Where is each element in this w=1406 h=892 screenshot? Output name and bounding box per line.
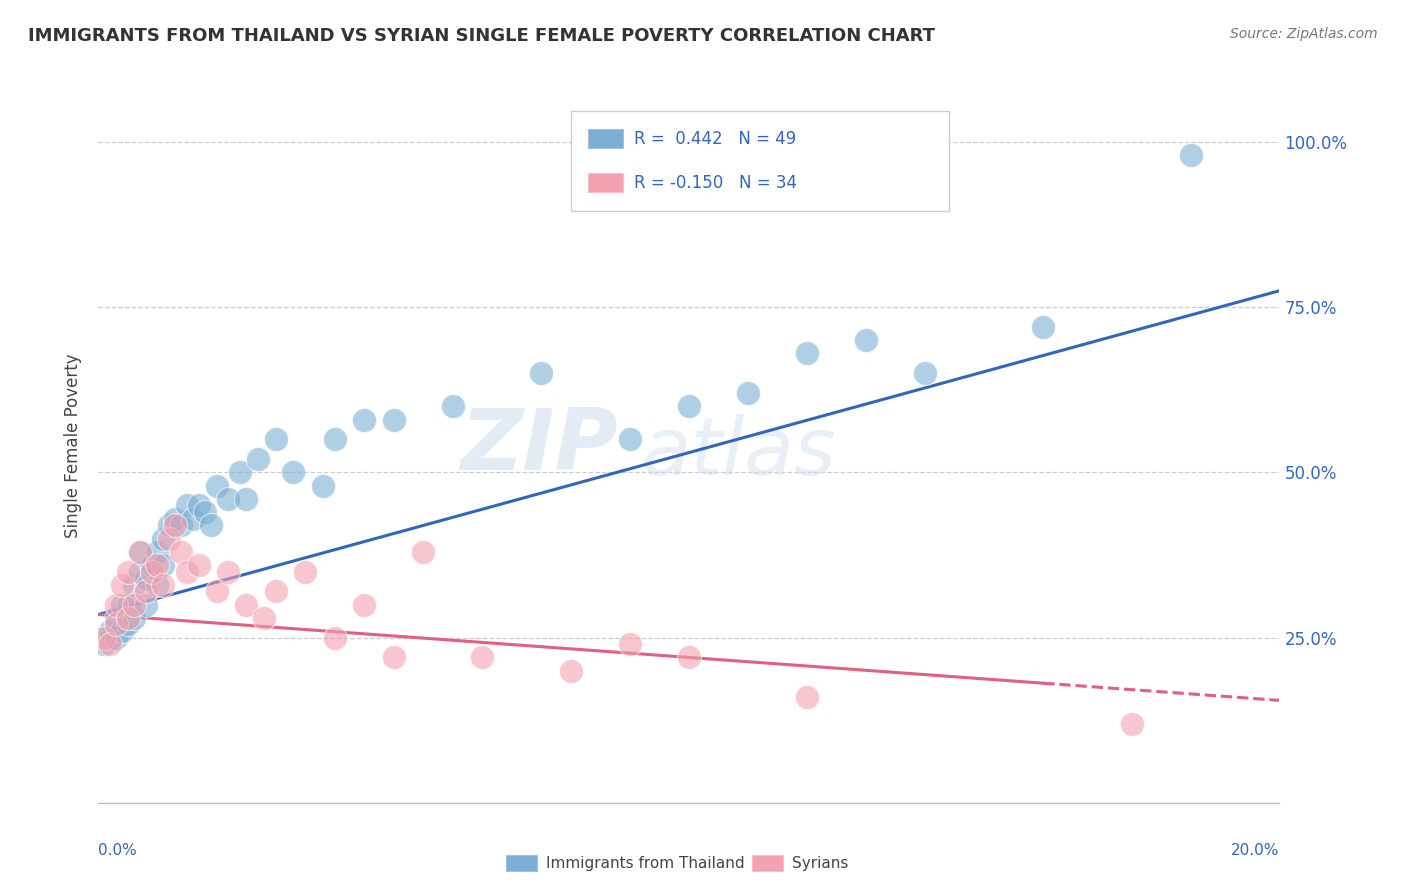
Point [93,631,115,645]
Point [141,558,163,572]
Point [111,598,134,612]
Point [117,598,139,612]
Point [737,386,759,401]
Point [1032,320,1054,334]
Point [176,499,198,513]
Point [146,545,169,559]
Point [170,545,193,559]
Point [323,631,346,645]
Point [323,433,346,447]
Point [855,333,877,347]
Point [135,598,157,612]
Point [117,565,139,579]
Point [796,346,818,360]
Point [619,637,641,651]
Text: atlas: atlas [641,414,837,492]
Point [135,571,157,585]
Point [105,631,128,645]
Point [619,433,641,447]
Point [678,400,700,414]
Point [122,598,145,612]
Point [382,412,405,426]
Point [98,624,121,638]
Point [205,584,228,599]
Text: R =  0.442   N = 49: R = 0.442 N = 49 [634,129,796,147]
Point [382,650,405,665]
Point [412,545,434,559]
Point [194,505,217,519]
Point [187,499,209,513]
Point [200,518,222,533]
Point [141,565,163,579]
Point [530,367,553,381]
Text: Source: ZipAtlas.com: Source: ZipAtlas.com [1230,27,1378,41]
Point [294,565,316,579]
Point [146,578,169,592]
Point [796,690,818,704]
Text: IMMIGRANTS FROM THAILAND VS SYRIAN SINGLE FEMALE POVERTY CORRELATION CHART: IMMIGRANTS FROM THAILAND VS SYRIAN SINGL… [28,27,935,45]
Point [205,478,228,492]
Point [105,611,128,625]
Point [122,578,145,592]
Point [176,565,198,579]
Text: Immigrants from Thailand: Immigrants from Thailand [546,856,744,871]
Point [98,631,121,645]
Point [98,637,121,651]
Point [128,565,150,579]
Point [128,545,150,559]
Point [229,466,252,480]
Text: ZIP: ZIP [460,404,619,488]
Point [105,598,128,612]
Point [157,532,180,546]
Point [117,617,139,632]
Point [187,558,209,572]
Point [105,617,128,632]
Y-axis label: Single Female Poverty: Single Female Poverty [65,354,83,538]
Point [165,511,187,525]
Point [217,565,239,579]
Point [283,466,305,480]
Point [117,611,139,625]
Text: Syrians: Syrians [792,856,848,871]
Point [312,478,335,492]
Point [217,491,239,506]
Point [181,511,204,525]
Point [471,650,494,665]
Point [235,598,257,612]
Point [264,433,287,447]
Point [235,491,257,506]
Point [152,558,174,572]
Point [560,664,582,678]
Point [146,558,169,572]
Point [111,624,134,638]
Point [1180,148,1202,162]
Point [264,584,287,599]
Point [353,412,375,426]
Point [122,611,145,625]
Text: 20.0%: 20.0% [1232,843,1279,858]
Text: R = -0.150   N = 34: R = -0.150 N = 34 [634,174,797,192]
Point [678,650,700,665]
Point [170,518,193,533]
Point [246,452,269,467]
Point [914,367,936,381]
Point [165,518,187,533]
Text: 0.0%: 0.0% [98,843,138,858]
Point [1121,716,1143,731]
Point [152,578,174,592]
Point [135,584,157,599]
Point [253,611,276,625]
Point [128,545,150,559]
Point [152,532,174,546]
Point [157,518,180,533]
Point [441,400,464,414]
Point [353,598,375,612]
Point [111,578,134,592]
Point [93,637,115,651]
